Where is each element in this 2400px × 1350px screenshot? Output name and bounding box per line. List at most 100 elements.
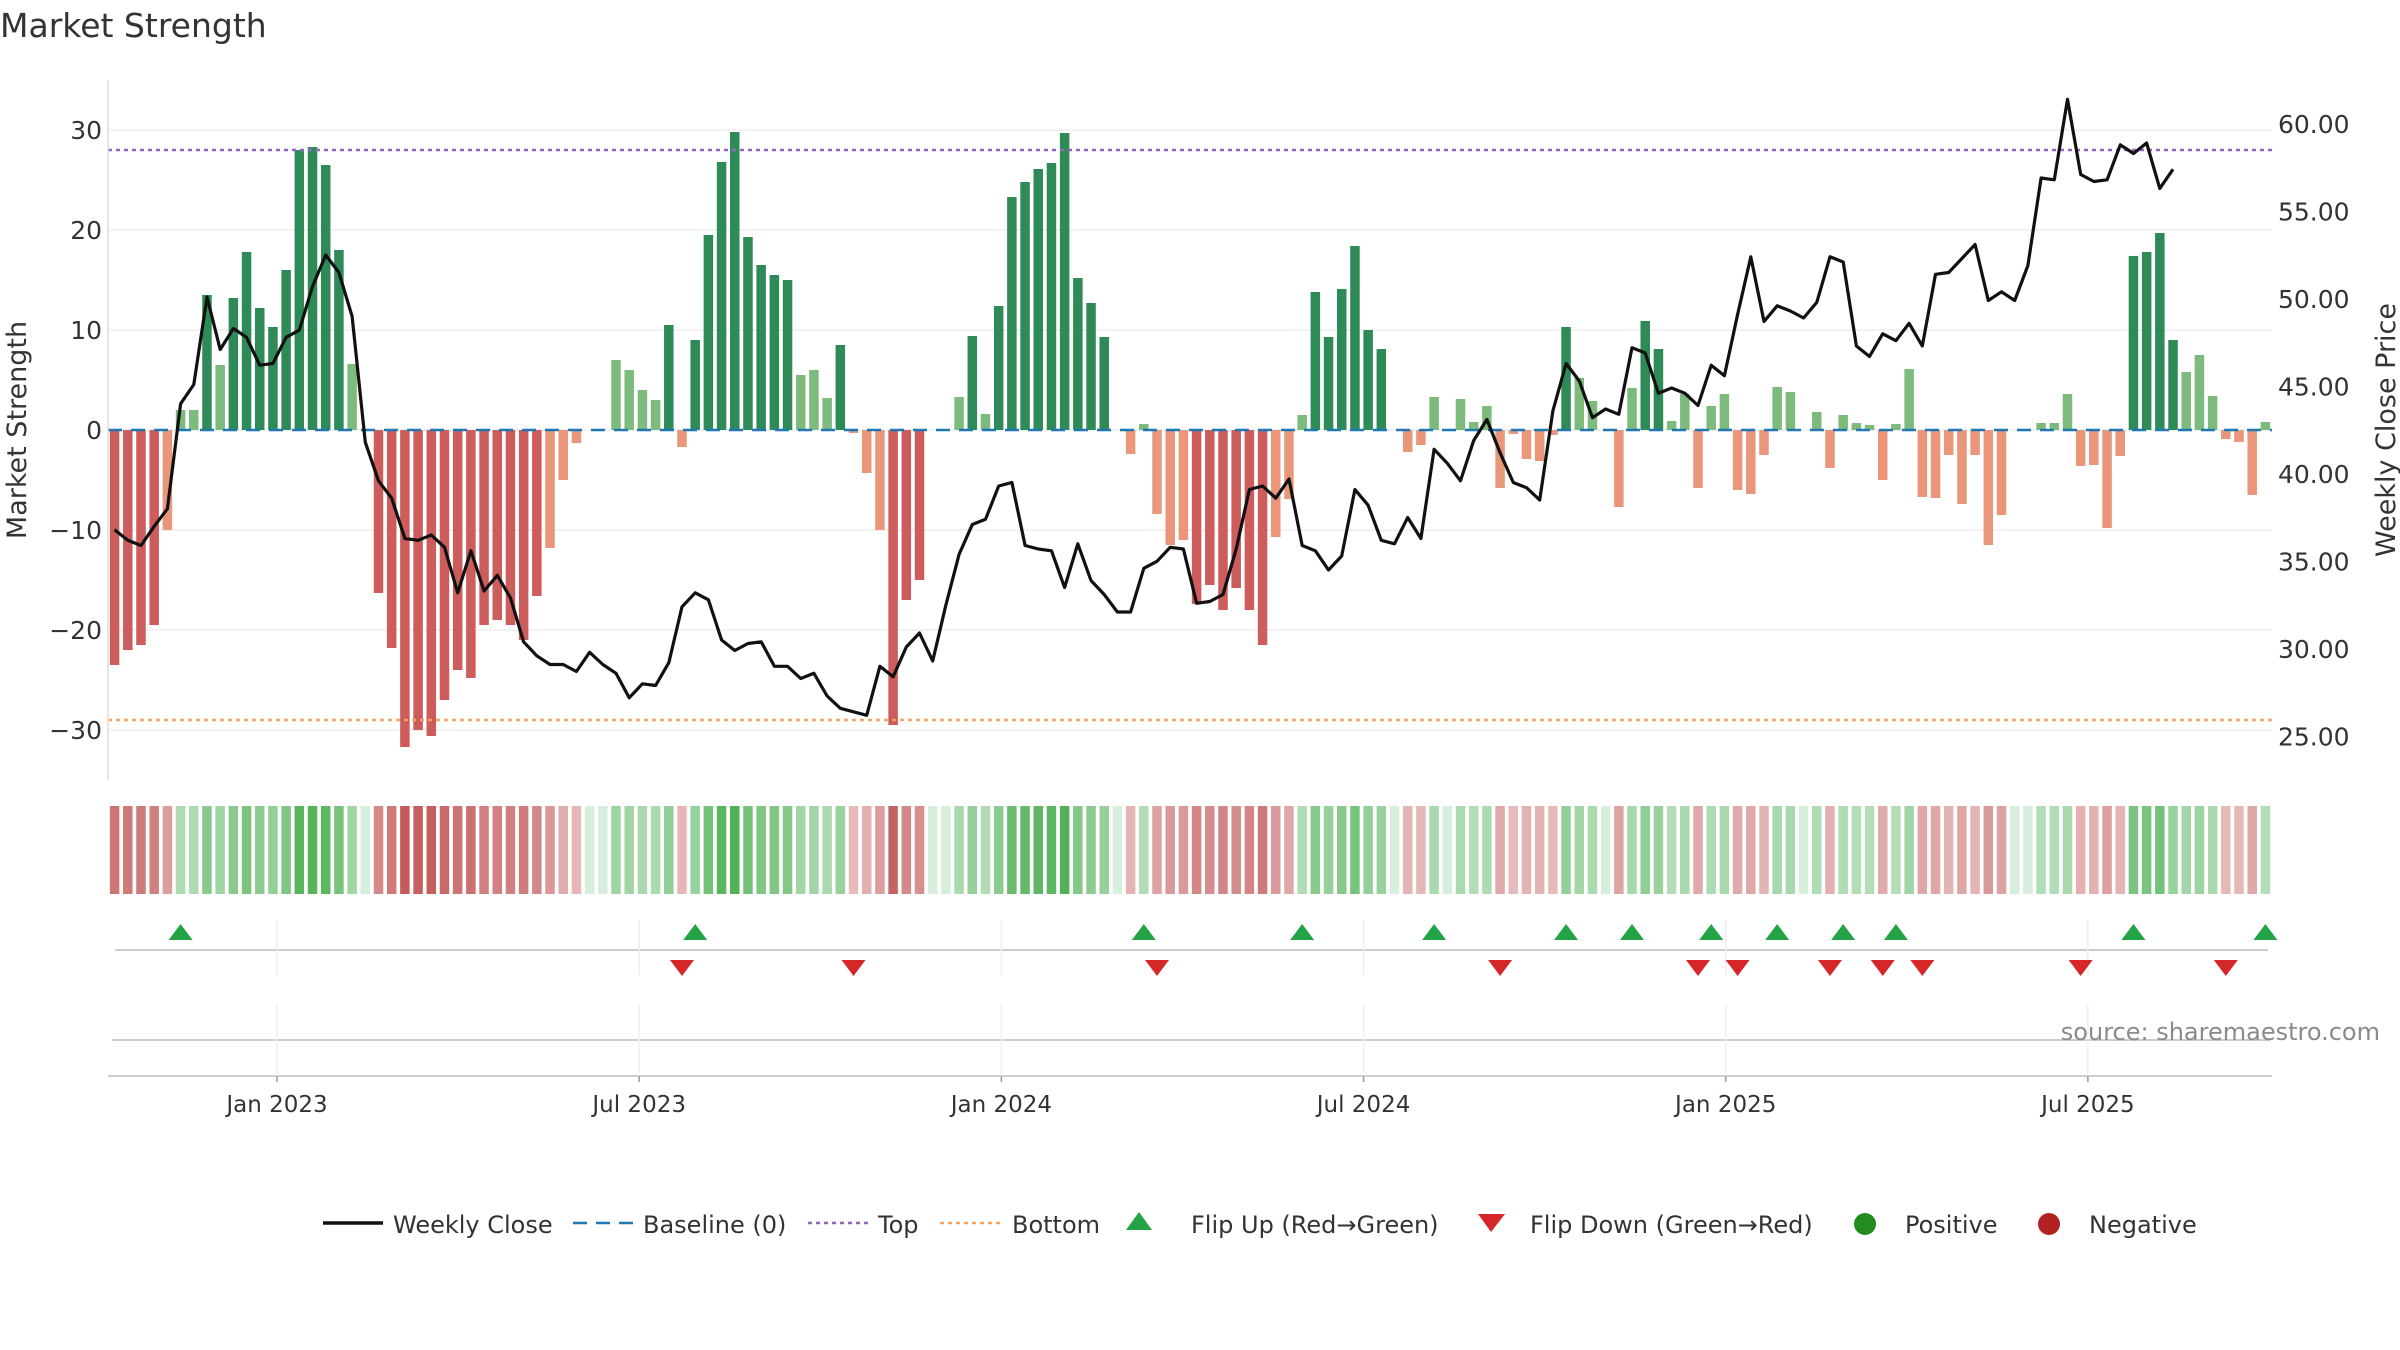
heat-cell-127 [1785,806,1796,894]
flip-down-marker-43 [669,960,694,976]
heat-cell-139 [1943,806,1954,894]
x-tick-label-2: Jan 2024 [949,1092,1052,1118]
strength-bar-52 [795,375,806,430]
heat-cell-48 [743,806,753,894]
strength-bar-163 [2260,422,2271,430]
heat-cell-18 [347,806,357,894]
heat-cell-37 [598,806,608,894]
legend-positive-icon [1854,1213,1876,1235]
flip-down-marker-134 [1870,960,1895,976]
heat-cell-66 [980,806,991,894]
legend-top: Top [877,1211,919,1239]
heat-cell-1 [123,806,133,894]
strength-bar-82 [1191,430,1202,604]
strength-bar-35 [571,430,582,443]
flip-markers-panel [115,920,2278,976]
heat-cell-71 [1046,806,1057,894]
heat-cell-84 [1218,806,1228,894]
strength-bar-42 [664,325,674,430]
heat-cell-29 [492,806,503,894]
chart-title: Market Strength [0,6,267,45]
strength-bar-91 [1310,292,1321,430]
strength-bar-54 [822,398,832,430]
strength-bar-162 [2247,430,2257,495]
strength-bar-137 [1917,430,1928,497]
heat-cell-15 [307,806,318,894]
strength-bar-93 [1336,289,1347,430]
heat-cell-162 [2247,806,2257,894]
axes: 30 20 10 0 −10 −20 −30 60.00 55.00 50.00 45.00 40.0… [49,80,2350,780]
strength-bar-45 [703,235,714,430]
heat-cell-107 [1521,806,1532,894]
strength-bar-8 [215,365,225,430]
heat-cell-121 [1706,806,1716,894]
heat-cell-42 [664,806,674,894]
heat-cell-52 [795,806,806,894]
strength-bar-26 [452,430,463,670]
legend-weekly-close: Weekly Close [393,1211,553,1239]
strength-bar-100 [1429,397,1439,430]
heat-cell-14 [294,806,305,894]
heat-cell-163 [2260,806,2271,894]
heat-cell-72 [1059,806,1070,894]
heat-cell-21 [386,806,397,894]
flip-up-marker-126 [1765,924,1790,940]
heat-cell-20 [373,806,384,894]
heat-cell-89 [1284,806,1294,894]
heat-cell-30 [505,806,516,894]
strength-bar-114 [1614,430,1624,507]
strength-bar-2 [136,430,146,645]
heat-cell-108 [1534,806,1545,894]
y-tick-label-4: −10 [49,516,102,545]
legend-flip-down-icon [1478,1214,1505,1232]
heat-cell-156 [2168,806,2178,894]
strength-bar-6 [189,410,199,430]
heat-cell-10 [241,806,252,894]
heat-cell-13 [281,806,291,894]
heat-cell-118 [1666,806,1677,894]
strength-bar-50 [769,275,780,430]
heat-cell-90 [1297,806,1307,894]
legend-flip-down: Flip Down (Green→Red) [1530,1211,1813,1239]
heat-cell-46 [716,806,727,894]
strength-bar-94 [1350,246,1360,430]
heat-cell-57 [861,806,872,894]
strength-bar-64 [954,397,964,430]
heat-cell-114 [1614,806,1624,894]
strength-bar-16 [320,165,331,430]
strength-bar-4 [162,430,173,530]
heat-cell-11 [254,806,265,894]
heat-cell-67 [993,806,1004,894]
strength-bar-140 [1957,430,1967,504]
heat-cell-51 [782,806,793,894]
strength-bar-142 [1983,430,1994,545]
flip-down-marker-130 [1817,960,1842,976]
weekly-close-line [113,97,2175,717]
strength-bar-141 [1970,430,1980,455]
heat-cell-158 [2194,806,2205,894]
heat-cell-22 [400,806,410,894]
strength-bar-134 [1877,430,1888,480]
heat-cell-63 [941,806,951,894]
heat-cell-32 [532,806,542,894]
strength-bar-22 [400,430,410,747]
heat-cell-35 [571,806,582,894]
lower-panel [108,1005,2272,1077]
y-tick-label-0: 30 [70,116,102,145]
y2-tick-label-0: 60.00 [2278,110,2350,139]
strength-bar-58 [875,430,885,530]
strength-heat-strip [109,806,2271,894]
strength-bar-24 [426,430,437,736]
heat-cell-43 [677,806,687,894]
strength-bar-109 [1548,430,1558,435]
heat-cell-38 [611,806,621,894]
strength-bar-51 [782,280,793,430]
heat-cell-50 [769,806,780,894]
heat-cell-82 [1191,806,1202,894]
strength-bar-44 [690,340,700,430]
strength-bar-87 [1257,430,1268,645]
heat-cell-117 [1653,806,1664,894]
strength-bar-9 [228,298,239,430]
y-tick-label-2: 10 [70,316,102,345]
heat-cell-140 [1957,806,1967,894]
